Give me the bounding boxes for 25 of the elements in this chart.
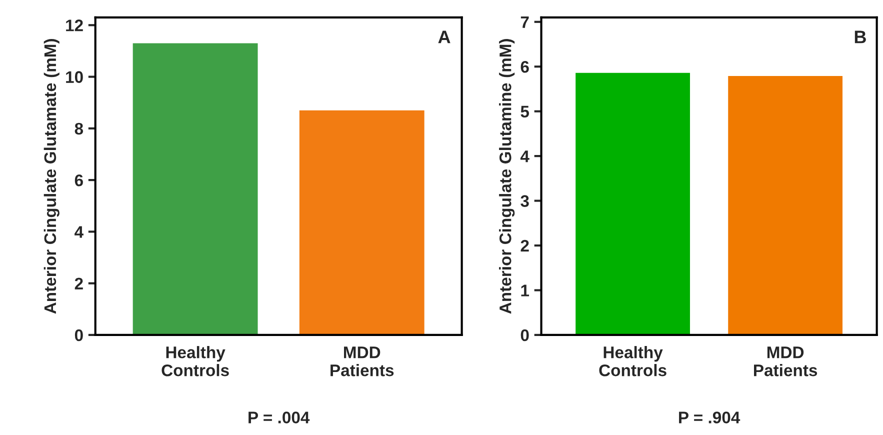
y-tick-label: 12	[66, 20, 83, 32]
y-tick-label: 0	[520, 329, 529, 342]
y-axis-title: Anterior Cingulate Glutamine (mM)	[499, 39, 515, 314]
y-tick-label: 7	[520, 16, 529, 28]
y-tick-label: 4	[74, 226, 84, 238]
y-tick-label: 2	[520, 240, 529, 252]
y-tick-label: 4	[520, 150, 530, 162]
y-tick-label: 10	[66, 71, 83, 83]
y-tick-label: 3	[520, 195, 529, 207]
y-tick-label: 6	[520, 61, 529, 73]
x-tick-label: Healthy Controls	[599, 346, 666, 376]
y-tick-label: 1	[521, 284, 530, 296]
y-tick-label: 2	[74, 278, 83, 290]
y-tick-label: 8	[74, 122, 84, 135]
annotation: A	[438, 30, 450, 44]
text: P = .904	[679, 412, 740, 424]
x-tick-label: MDD Patients	[754, 346, 818, 376]
y-axis-title: Anterior Cingulate Glutamate (mM)	[44, 39, 60, 314]
annotation: B	[854, 30, 866, 44]
x-tick-label: MDD Patients	[330, 346, 394, 376]
y-tick-label: 5	[520, 106, 530, 118]
x-tick-label: Healthy Controls	[162, 346, 229, 376]
text: P = .004	[248, 412, 310, 424]
y-tick-label: 6	[74, 174, 83, 186]
y-tick-label: 0	[74, 329, 83, 342]
